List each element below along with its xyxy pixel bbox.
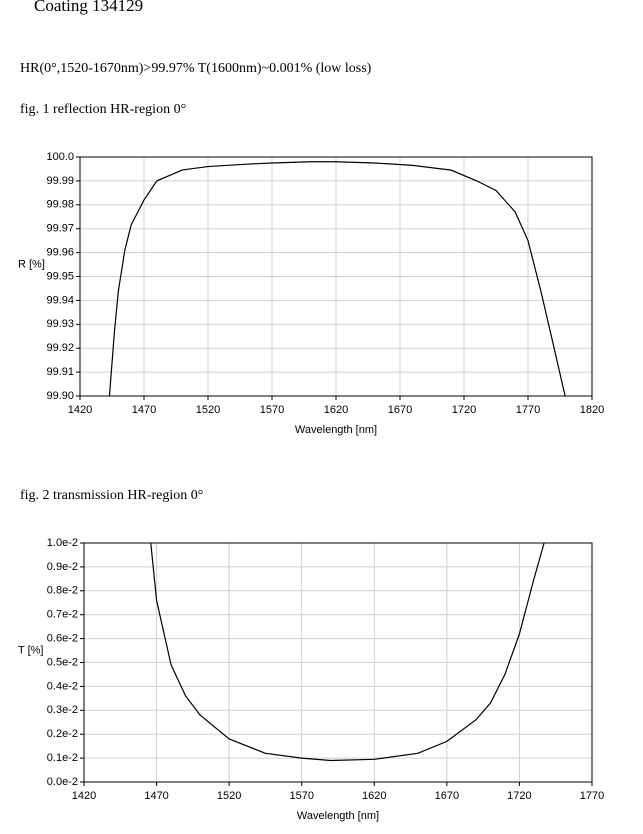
y-axis-label: R [%]	[18, 258, 45, 270]
y-tick-label: 99.92	[46, 342, 74, 354]
curve	[150, 542, 545, 762]
x-tick-label: 1520	[196, 404, 220, 416]
y-tick-label: 100.0	[46, 151, 74, 163]
x-tick-label: 1720	[452, 404, 476, 416]
y-tick-label: 99.97	[46, 223, 74, 235]
x-tick-label: 1670	[435, 790, 459, 802]
doc-title: Coating 134129	[34, 0, 143, 15]
x-tick-label: 1570	[260, 404, 284, 416]
y-tick-label: 0.3e-2	[47, 704, 78, 716]
y-tick-label: 99.93	[46, 318, 74, 330]
x-tick-label: 1720	[507, 790, 531, 802]
y-tick-label: 0.5e-2	[47, 656, 78, 668]
y-tick-label: 0.1e-2	[47, 752, 78, 764]
plot-frame	[79, 156, 593, 397]
y-axis-label: T [%]	[18, 644, 43, 656]
y-tick-label: 99.90	[46, 390, 74, 402]
chart-title: fig. 2 transmission HR-region 0°	[20, 488, 203, 503]
y-tick-label: 0.4e-2	[47, 680, 78, 692]
chart-title: fig. 1 reflection HR-region 0°	[20, 102, 186, 117]
x-axis-label: Wavelength [nm]	[295, 424, 377, 436]
x-tick-label: 1570	[289, 790, 313, 802]
plot-frame	[83, 542, 593, 783]
y-tick-label: 1.0e-2	[47, 537, 78, 549]
x-tick-label: 1420	[68, 404, 92, 416]
y-tick-label: 99.95	[46, 270, 74, 282]
x-tick-label: 1520	[217, 790, 241, 802]
y-tick-label: 0.2e-2	[47, 728, 78, 740]
x-tick-label: 1770	[580, 790, 604, 802]
x-axis-label: Wavelength [nm]	[297, 810, 379, 822]
x-tick-label: 1770	[516, 404, 540, 416]
y-tick-label: 0.7e-2	[47, 609, 78, 621]
x-tick-label: 1420	[72, 790, 96, 802]
curve	[108, 161, 566, 397]
x-tick-label: 1470	[144, 790, 168, 802]
y-tick-label: 99.94	[46, 294, 74, 306]
x-tick-label: 1670	[388, 404, 412, 416]
spec-line: HR(0°,1520-1670nm)>99.97% T(1600nm)~0.00…	[20, 61, 372, 76]
y-tick-label: 0.9e-2	[47, 561, 78, 573]
y-tick-label: 0.0e-2	[47, 776, 78, 788]
y-tick-label: 99.96	[46, 247, 74, 259]
y-tick-label: 99.99	[46, 175, 74, 187]
x-tick-label: 1620	[324, 404, 348, 416]
y-tick-label: 99.98	[46, 199, 74, 211]
x-tick-label: 1820	[580, 404, 604, 416]
y-tick-label: 0.6e-2	[47, 633, 78, 645]
x-tick-label: 1620	[362, 790, 386, 802]
y-tick-label: 99.91	[46, 366, 74, 378]
x-tick-label: 1470	[132, 404, 156, 416]
y-tick-label: 0.8e-2	[47, 585, 78, 597]
